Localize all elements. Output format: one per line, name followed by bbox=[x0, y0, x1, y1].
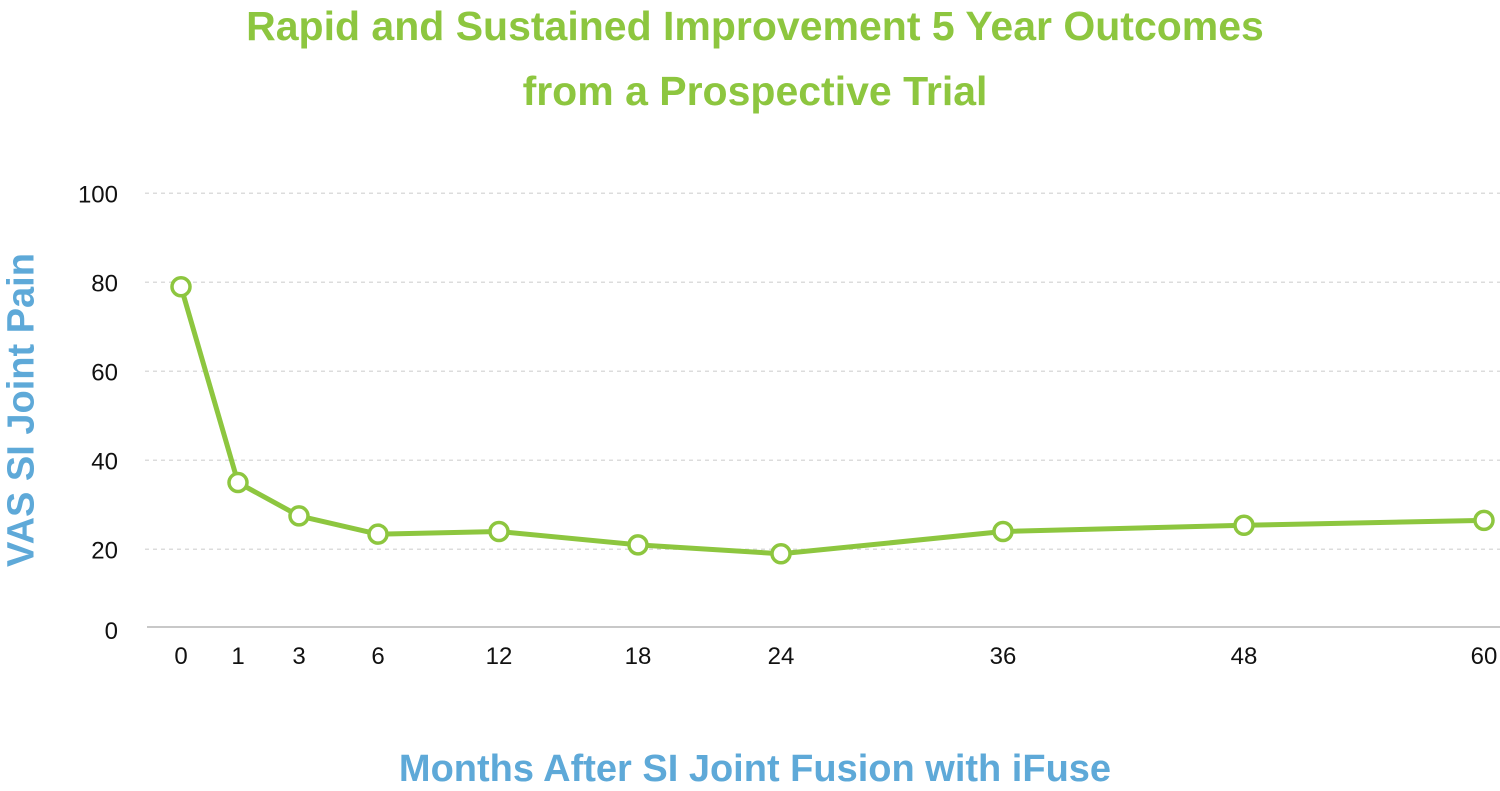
x-tick-label: 48 bbox=[1231, 643, 1258, 670]
y-tick-label: 20 bbox=[91, 537, 118, 564]
data-point bbox=[992, 520, 1014, 543]
data-point bbox=[488, 520, 510, 543]
data-point bbox=[1473, 509, 1495, 532]
x-tick-label: 0 bbox=[174, 643, 187, 670]
x-tick-label: 60 bbox=[1471, 643, 1498, 670]
data-point bbox=[770, 543, 792, 565]
y-tick-label: 80 bbox=[91, 270, 118, 297]
data-point bbox=[367, 523, 389, 545]
data-point bbox=[170, 276, 192, 298]
y-tick-label: 60 bbox=[91, 359, 118, 386]
y-tick-label: 40 bbox=[91, 448, 118, 475]
series-line bbox=[178, 286, 1485, 557]
x-tick-label: 1 bbox=[231, 643, 244, 670]
y-tick-label: 0 bbox=[105, 618, 118, 645]
data-point bbox=[1233, 514, 1255, 537]
x-tick-label: 6 bbox=[371, 643, 384, 670]
chart-title-line-2: from a Prospective Trial bbox=[522, 68, 988, 114]
x-tick-label: 3 bbox=[292, 643, 305, 670]
data-point bbox=[288, 505, 310, 527]
x-tick-label: 12 bbox=[486, 643, 513, 670]
data-point bbox=[227, 471, 249, 494]
x-tick-label: 36 bbox=[990, 643, 1017, 670]
y-tick-label: 100 bbox=[78, 181, 118, 208]
data-point bbox=[627, 534, 649, 556]
x-tick-label: 18 bbox=[625, 643, 652, 670]
x-axis-label: Months After SI Joint Fusion with iFuse bbox=[398, 748, 1112, 790]
chart-title-line-1: Rapid and Sustained Improvement 5 Year O… bbox=[246, 3, 1264, 49]
x-tick-label: 24 bbox=[768, 643, 795, 670]
